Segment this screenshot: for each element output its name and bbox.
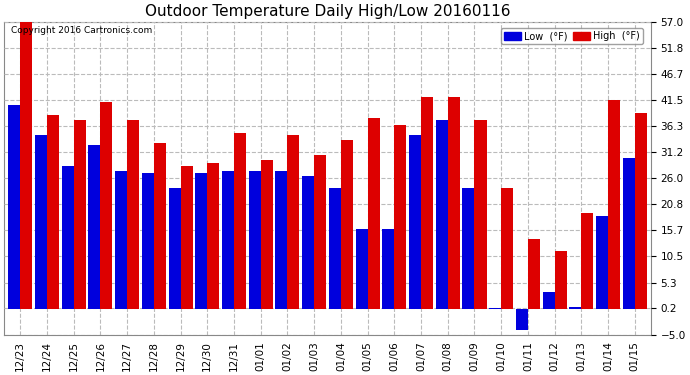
Bar (35, 135, 47, 309)
Bar (555, 251, 566, 309)
Bar (222, 171, 234, 309)
Bar (436, 120, 448, 309)
Bar (475, 120, 486, 309)
Title: Outdoor Temperature Daily High/Low 20160116: Outdoor Temperature Daily High/Low 20160… (145, 4, 511, 19)
Bar (20, 22, 32, 309)
Bar (489, 308, 501, 309)
Bar (234, 133, 246, 309)
Bar (382, 229, 394, 309)
Bar (623, 158, 635, 309)
Bar (61, 165, 74, 309)
Bar (314, 156, 326, 309)
Bar (181, 165, 193, 309)
Bar (195, 173, 207, 309)
Text: Copyright 2016 Cartronics.com: Copyright 2016 Cartronics.com (10, 26, 152, 35)
Bar (421, 98, 433, 309)
Bar (47, 115, 59, 309)
Bar (141, 173, 154, 309)
Bar (261, 160, 273, 309)
Bar (74, 120, 86, 309)
Bar (288, 135, 299, 309)
Bar (275, 171, 288, 309)
Bar (88, 146, 100, 309)
Bar (115, 171, 127, 309)
Bar (528, 239, 540, 309)
Bar (501, 188, 513, 309)
Bar (8, 105, 20, 309)
Bar (329, 188, 341, 309)
Bar (608, 100, 620, 309)
Bar (341, 140, 353, 309)
Bar (542, 292, 555, 309)
Bar (569, 307, 582, 309)
Bar (516, 309, 528, 330)
Bar (127, 120, 139, 309)
Bar (596, 216, 608, 309)
Bar (100, 102, 112, 309)
Bar (154, 143, 166, 309)
Bar (368, 118, 380, 309)
Bar (302, 176, 314, 309)
Bar (394, 125, 406, 309)
Legend: Low  (°F), High  (°F): Low (°F), High (°F) (501, 28, 643, 44)
Bar (448, 98, 460, 309)
Bar (355, 229, 368, 309)
Bar (409, 135, 421, 309)
Bar (168, 188, 181, 309)
Bar (582, 213, 593, 309)
Bar (207, 163, 219, 309)
Bar (248, 171, 261, 309)
Bar (462, 188, 475, 309)
Bar (635, 112, 647, 309)
